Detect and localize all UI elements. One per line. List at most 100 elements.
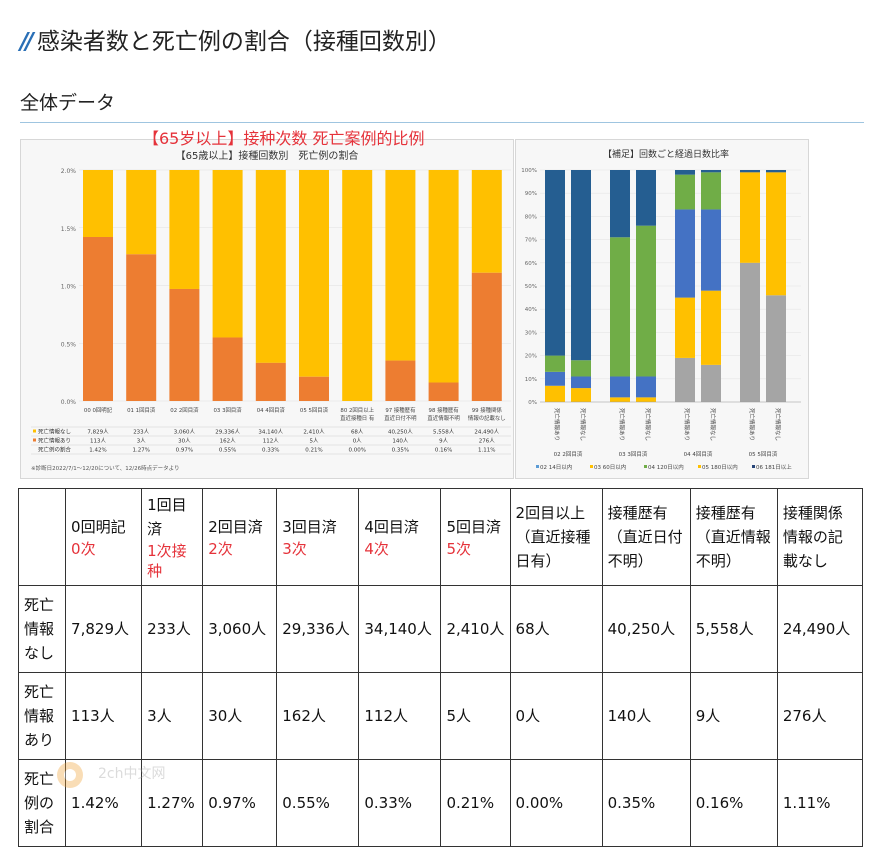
header-annotation: 3次 <box>282 540 307 558</box>
chart2-bar-segment <box>610 237 630 377</box>
chart2-bar-segment <box>675 297 695 358</box>
chart2-legend-label: 02 14日以内 <box>540 463 572 471</box>
chart2-bar-segment <box>675 170 695 175</box>
chart1-cell: 140人 <box>392 438 408 445</box>
chart2-bar-segment <box>571 360 591 377</box>
chart2-legend-label: 04 120日以内 <box>648 463 684 471</box>
header-text: 接種歴有（直近日付不明） <box>607 504 683 570</box>
table-cell: 5,558人 <box>689 585 778 673</box>
table-cell: 276人 <box>776 672 864 760</box>
chart1-ytick: 1.5% <box>61 226 77 233</box>
chart2-bar-segment <box>545 170 565 356</box>
table-header-cell: 5回目済 5次 <box>440 488 511 586</box>
chart2-bar-segment <box>701 290 721 365</box>
table-header-cell: 接種歴有（直近情報不明） <box>689 488 778 586</box>
chart2-legend-swatch <box>590 465 593 468</box>
chart1-cell: 30人 <box>178 438 191 445</box>
chart1-bar-death <box>299 376 329 401</box>
chart1-xtick: 直近日付不明 <box>384 414 416 422</box>
chart2-bar-segment <box>675 357 695 402</box>
header-annotation: 5次 <box>446 540 471 558</box>
header-text: 3回目済 <box>282 518 337 536</box>
table-cell: 0.33% <box>358 759 442 847</box>
chart2-legend-label: 03 60日以内 <box>594 463 626 471</box>
header-text: 接種関係情報の記載なし <box>782 504 843 570</box>
chart1-cell: 0.97% <box>176 448 193 454</box>
chart1-cell: 0.00% <box>348 448 365 454</box>
table-cell: 3人 <box>141 672 204 760</box>
chart1-cell: 3人 <box>137 438 146 445</box>
table-header-cell: 0回明記 0次 <box>65 488 143 586</box>
chart2-bar-segment <box>610 397 630 402</box>
table-header-row: 0回明記 0次 1回目済 1次接种 2回目済 2次 3回目済 3次 4回目済 4次 5回目済 5次 2回… <box>17 488 864 586</box>
chart1-bar-death <box>169 288 200 401</box>
chart1-cell: 68人 <box>351 429 364 436</box>
chart2-bar-label: 死亡情報あり <box>553 408 561 441</box>
table-cell: 162人 <box>276 672 360 760</box>
header-text: 0回明記 <box>71 518 126 536</box>
watermark-logo-icon <box>57 762 83 788</box>
header-text: 1回目済 <box>147 496 187 538</box>
header-text: 2回目以上（直近接種日有） <box>515 504 591 570</box>
chart2-bar-segment <box>740 172 760 263</box>
chart2-bar-label: 死亡情報なし <box>774 408 782 441</box>
chart2-bar-segment <box>545 371 565 386</box>
chart2-bar-segment <box>701 209 721 291</box>
chart1-cell: 5人 <box>310 438 319 445</box>
table-row: 死亡情報なし 7,829人 233人 3,060人 29,336人 34,140人 2,41… <box>17 585 864 673</box>
table-cell: 68人 <box>509 585 603 673</box>
row-label: 死亡情報なし <box>17 585 67 673</box>
chart2-bar-segment <box>610 376 630 398</box>
chart1-ytick: 1.0% <box>61 284 77 291</box>
chart2-bar-label: 死亡情報あり <box>748 408 756 441</box>
table-header-cell: 1回目済 1次接种 <box>141 488 204 586</box>
chart1-cell: 0.33% <box>262 448 279 454</box>
table-cell: 113人 <box>65 672 143 760</box>
chart2-legend-swatch <box>752 465 755 468</box>
chart1-bar-no-death <box>385 170 416 361</box>
chart2-bar-segment <box>545 385 565 402</box>
header-text: 4回目済 <box>364 518 419 536</box>
chart2-bar-segment <box>571 376 591 389</box>
chart1-bar-no-death <box>212 170 243 338</box>
chart1-cell: 24,490人 <box>474 429 499 436</box>
chart1-bar-death <box>255 362 286 401</box>
chart1-cell: 7,829人 <box>87 429 109 436</box>
chart2-ytick: 10% <box>525 377 537 383</box>
chart1-bar-death <box>385 360 416 401</box>
chart1-cell: 162人 <box>220 438 236 445</box>
chart2-legend-swatch <box>644 465 647 468</box>
chart2-bar-label: 死亡情報なし <box>644 408 652 441</box>
header-annotation: 4次 <box>364 540 389 558</box>
chart1-row-label: 死亡情報なし <box>38 428 71 436</box>
table-row: 死亡情報あり 113人 3人 30人 162人 112人 5人 0人 140人 9人 276人 <box>17 672 864 760</box>
chart1-bar-death <box>126 254 157 401</box>
chart2-bar-segment <box>740 170 760 173</box>
table-cell: 0人 <box>509 672 603 760</box>
table-cell: 34,140人 <box>358 585 442 673</box>
page-title-text: 感染者数と死亡例の割合（接種回数別） <box>36 29 451 55</box>
chart1-bar-no-death <box>342 170 373 401</box>
table-cell: 30人 <box>202 672 278 760</box>
chart1-bar-no-death <box>126 170 157 255</box>
table-cell: 7,829人 <box>65 585 143 673</box>
chart2-ytick: 40% <box>525 307 537 313</box>
table-header-cell: 接種関係情報の記載なし <box>776 488 864 586</box>
chart2-bar-segment <box>636 170 656 226</box>
chart2-group-label: 02 2回目済 <box>554 450 583 458</box>
chart2-legend-label: 06 181日以上 <box>756 463 792 471</box>
chart1-cell: 113人 <box>90 438 106 445</box>
chart2-ytick: 70% <box>525 238 537 244</box>
header-annotation: 0次 <box>71 540 96 558</box>
table-row: 死亡例の割合 1.42% 1.27% 0.97% 0.55% 0.33% 0.21% 0.00… <box>17 759 864 847</box>
chart1-bar-death <box>212 337 243 401</box>
table-cell: 233人 <box>141 585 204 673</box>
chart1-row-label: 死亡情報あり <box>38 437 71 445</box>
table-cell: 3,060人 <box>202 585 278 673</box>
chart1-bar-no-death <box>299 170 329 377</box>
chart2-bar-segment <box>701 170 721 173</box>
chart2-bar-segment <box>675 209 695 298</box>
chart2-bar-segment <box>675 174 695 210</box>
chart1-cell: 233人 <box>133 429 149 436</box>
section-title: 全体データ <box>20 92 116 114</box>
